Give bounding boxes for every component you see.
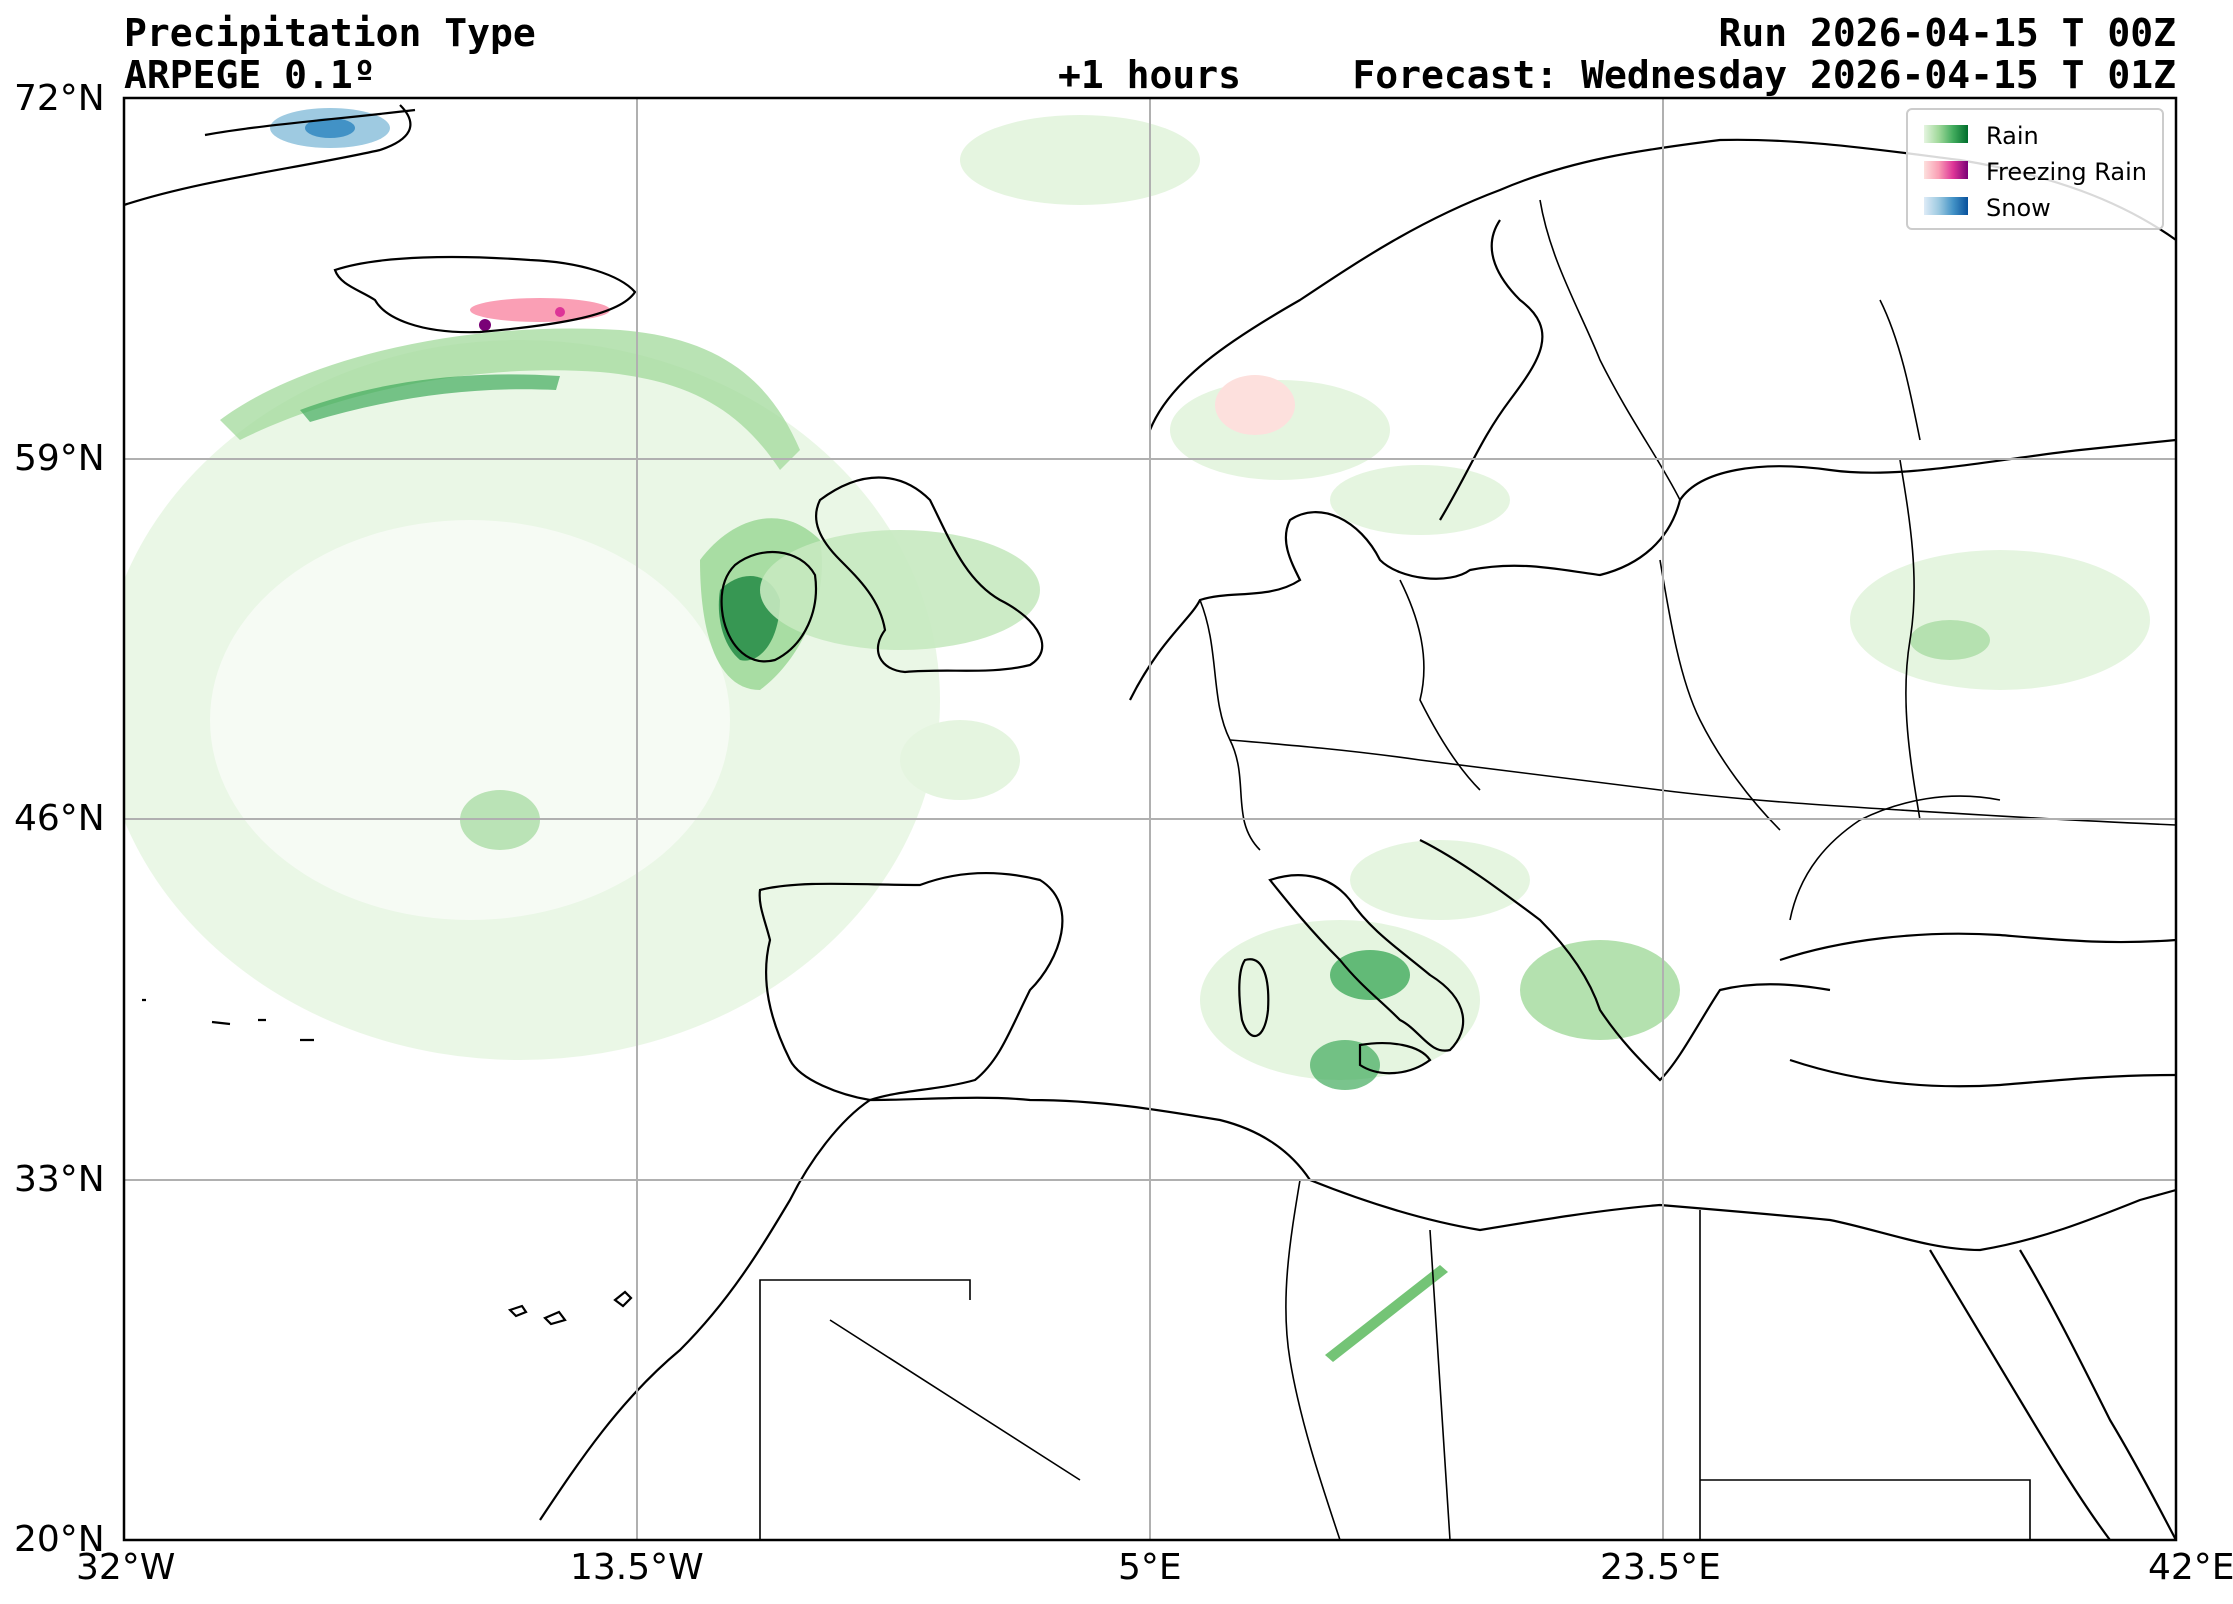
turkey-coast (1779, 932, 2176, 1088)
country-borders (759, 199, 2176, 1540)
lon-tick-label: 23.5°E (1600, 1547, 1721, 1588)
lat-tick-label: 20°N (14, 1519, 105, 1560)
lat-tick-label: 33°N (14, 1159, 105, 1200)
lat-tick-label: 72°N (14, 78, 105, 119)
border (1229, 739, 2176, 826)
model-label: ARPEGE 0.1º (124, 53, 376, 97)
rain-area-britain (760, 530, 1040, 650)
canary-islands (507, 1290, 633, 1326)
lon-tick-label: 32°W (76, 1547, 176, 1588)
border (1899, 459, 1921, 821)
coastlines (124, 104, 2176, 1540)
border (759, 1210, 2031, 1540)
rain-band-north (220, 328, 800, 470)
italy-coast (1268, 874, 1465, 1052)
legend: Rain Freezing Rain Snow (1906, 108, 2164, 230)
legend-item-snow: Snow (1908, 192, 2162, 222)
britain-coast (815, 476, 1044, 674)
lat-tick-label: 59°N (14, 438, 105, 479)
sicily-coast (1358, 1042, 1432, 1075)
rain-area-baltic (1330, 465, 1510, 535)
border (1659, 559, 1781, 831)
lat-tick-label: 46°N (14, 798, 105, 839)
azores-islands (142, 998, 314, 1042)
freezing-rain-iceland (555, 307, 565, 317)
sardinia-coast (1238, 958, 1270, 1038)
lon-tick-label: 42°E (2148, 1547, 2233, 1588)
rain-band-north (300, 374, 560, 422)
ireland-coast (720, 550, 817, 663)
freezing-rain-iceland (479, 319, 491, 331)
lon-tick-label: 5°E (1118, 1547, 1182, 1588)
rain-area-sicily (1310, 1040, 1380, 1090)
rain-swatch (1924, 125, 1968, 143)
rain-area-east-europe (1910, 620, 1990, 660)
lon-tick-label: 13.5°W (570, 1547, 704, 1588)
border (1399, 579, 1481, 791)
snow-area-greenland (305, 118, 355, 138)
rain-band-libya (1325, 1265, 1448, 1362)
balkans-coast (1419, 839, 1831, 1082)
border (1285, 1179, 1341, 1540)
rain-area-adriatic (1350, 840, 1530, 920)
lead-time: +1 hours (1058, 53, 1242, 97)
forecast-time: Forecast: Wednesday 2026-04-15 T 01Z (1352, 53, 2176, 97)
rain-area-bay-of-biscay (900, 720, 1020, 800)
snow-swatch (1924, 197, 1968, 215)
run-time: Run 2026-04-15 T 00Z (1718, 11, 2176, 55)
rain-area-east-europe (1850, 550, 2150, 690)
europe-mainland-coast (1129, 438, 2176, 701)
legend-item-freezing-rain: Freezing Rain (1908, 156, 2162, 186)
map-title: Precipitation Type (124, 11, 536, 55)
greenland-coast (124, 104, 416, 207)
iceland-coast (333, 255, 637, 334)
freezing-rain-swatch (1924, 161, 1968, 179)
freezing-rain-norway (1215, 375, 1295, 435)
north-africa-coast (539, 1096, 2176, 1521)
rain-area-italy (1330, 950, 1410, 1000)
rain-area-greece (1520, 940, 1680, 1040)
legend-label: Rain (1986, 122, 2039, 150)
map-frame (122, 96, 2178, 1542)
legend-label: Freezing Rain (1986, 158, 2148, 186)
red-sea-coast (1929, 1249, 2176, 1540)
iberia-coast (758, 871, 1064, 1102)
legend-label: Snow (1986, 194, 2051, 222)
graticule (124, 98, 2176, 1540)
border (1879, 299, 1921, 441)
rain-area-atlantic (210, 520, 730, 920)
freezing-rain-iceland (470, 298, 610, 322)
border (1539, 199, 1681, 501)
rain-area-norwegian-sea (960, 115, 1200, 205)
legend-item-rain: Rain (1908, 120, 2162, 150)
